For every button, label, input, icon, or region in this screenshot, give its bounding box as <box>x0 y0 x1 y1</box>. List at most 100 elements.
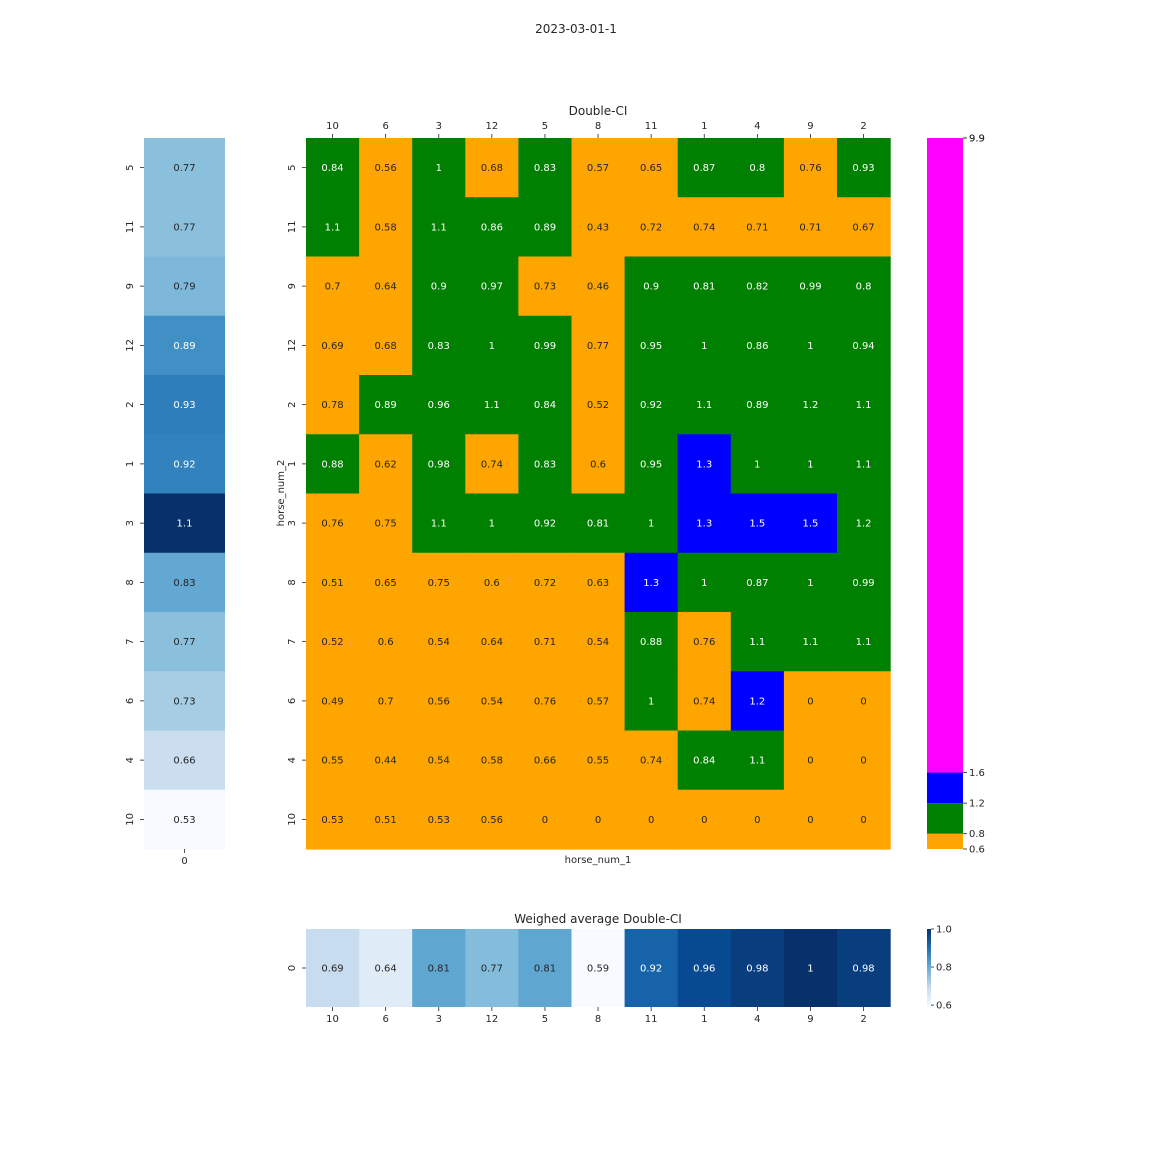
main-cell <box>306 375 360 435</box>
main-heatmap-x-ticks: 10 6 3 12 5 8 11 1 4 9 2 <box>326 121 867 138</box>
main-cell <box>412 434 466 495</box>
left-cell-label: 0.77 <box>173 222 195 233</box>
main-cell-label: 0.88 <box>321 459 343 470</box>
main-cell <box>465 671 519 732</box>
main-cell-label: 0.53 <box>321 815 343 826</box>
main-cell-label: 0.53 <box>428 815 450 826</box>
left-cell <box>144 375 225 435</box>
main-cell <box>624 138 679 198</box>
main-cell <box>571 434 626 495</box>
main-cell-label: 0 <box>807 756 813 767</box>
main-cell-label: 1 <box>648 696 654 707</box>
main-cell <box>837 138 891 198</box>
bottom-cell <box>783 929 838 1007</box>
bottom-cell-label: 0.81 <box>428 964 450 975</box>
main-cell <box>412 315 466 376</box>
main-cell-label: 0.74 <box>640 756 662 767</box>
main-cell <box>837 552 891 613</box>
main-cell <box>624 315 679 376</box>
main-y-tick-label: 1 <box>287 461 298 467</box>
main-cell <box>306 315 360 376</box>
main-cell <box>465 197 519 258</box>
main-cell <box>624 375 679 435</box>
main-cell-label: 0 <box>860 815 866 826</box>
main-cell-label: 0 <box>860 696 866 707</box>
bottom-y-tick-label: 0 <box>287 965 298 971</box>
main-heatmap-xlabel: horse_num_1 <box>565 855 632 866</box>
main-cell <box>571 671 626 732</box>
main-cell <box>783 315 838 376</box>
main-cell-label: 0.72 <box>640 222 662 233</box>
main-cell-label: 0.74 <box>693 222 715 233</box>
main-cell-label: 1.3 <box>643 578 659 589</box>
left-y-tick-label: 7 <box>125 638 136 644</box>
main-cell-label: 0.6 <box>378 637 394 648</box>
bottom-cell-label: 0.98 <box>746 964 768 975</box>
main-cell-label: 0.7 <box>325 282 341 293</box>
colorbar-tick-label: 1.6 <box>969 768 985 779</box>
main-cell <box>518 730 573 791</box>
main-cell-label: 1.2 <box>802 400 818 411</box>
bottom-x-tick-label: 11 <box>645 1014 658 1025</box>
main-cell <box>837 789 891 850</box>
main-cell-label: 0.88 <box>640 637 662 648</box>
colorbar-tick-label: 9.9 <box>969 134 985 145</box>
main-cell <box>359 552 413 613</box>
main-cell-label: 0.54 <box>428 756 450 767</box>
main-cell <box>571 552 626 613</box>
bottom-cell-label: 0.77 <box>481 964 503 975</box>
bottom-x-tick-label: 1 <box>701 1014 707 1025</box>
main-heatmap-title: Double-CI <box>569 104 628 118</box>
main-cell-label: 0.46 <box>587 282 609 293</box>
main-cell-label: 0.54 <box>481 696 503 707</box>
main-cell-label: 0.76 <box>693 637 715 648</box>
main-cell-label: 1 <box>489 519 495 530</box>
bottom-heatmap-ticks: 10 6 3 12 5 8 11 1 4 9 20 <box>287 965 867 1025</box>
bottom-x-tick-label: 8 <box>595 1014 601 1025</box>
main-cell <box>359 493 413 554</box>
main-cell <box>677 138 732 198</box>
main-cell <box>730 552 785 613</box>
main-cell <box>571 493 626 554</box>
main-cell-label: 0.99 <box>534 341 556 352</box>
main-cell <box>837 256 891 317</box>
main-cell <box>677 197 732 258</box>
main-cell <box>730 434 785 495</box>
main-cell-label: 0.99 <box>799 282 821 293</box>
bottom-cell-label: 0.69 <box>321 964 343 975</box>
left-cell <box>144 197 225 258</box>
main-cell-label: 0.75 <box>428 578 450 589</box>
bottom-x-tick-label: 10 <box>326 1014 339 1025</box>
bottom-cell <box>518 929 573 1007</box>
main-cell-label: 0.94 <box>852 341 874 352</box>
main-cell-label: 0.86 <box>481 222 503 233</box>
main-cell-label: 0.89 <box>746 400 768 411</box>
main-cell-label: 0.64 <box>481 637 503 648</box>
left-y-tick-label: 5 <box>125 164 136 170</box>
main-cell-label: 1 <box>807 459 813 470</box>
left-cell <box>144 493 225 554</box>
main-cell <box>412 789 466 850</box>
main-cell <box>571 612 626 672</box>
main-cell-label: 0.95 <box>640 459 662 470</box>
left-cell-label: 0.77 <box>173 163 195 174</box>
main-cell-label: 0.76 <box>799 163 821 174</box>
main-cell <box>518 138 573 198</box>
left-y-tick-label: 2 <box>125 401 136 407</box>
main-cell <box>518 375 573 435</box>
main-cell <box>465 789 519 850</box>
main-cell-label: 0.93 <box>852 163 874 174</box>
main-y-tick-label: 4 <box>287 757 298 763</box>
main-cell-label: 0.49 <box>321 696 343 707</box>
left-cell-label: 0.53 <box>173 815 195 826</box>
main-cell-label: 0.71 <box>534 637 556 648</box>
main-cell <box>783 612 838 672</box>
main-cell-label: 1 <box>436 163 442 174</box>
main-cell-label: 0.87 <box>746 578 768 589</box>
main-cell <box>730 256 785 317</box>
main-cell-label: 1.3 <box>696 519 712 530</box>
main-cell <box>783 789 838 850</box>
main-y-tick-label: 3 <box>287 520 298 526</box>
main-heatmap-ylabel: horse_num_2 <box>276 460 287 527</box>
left-heatmap-cells: 0.77 0.77 0.79 0.89 0.93 0.92 1.1 0.83 0.77 0.73 0… <box>144 138 225 850</box>
